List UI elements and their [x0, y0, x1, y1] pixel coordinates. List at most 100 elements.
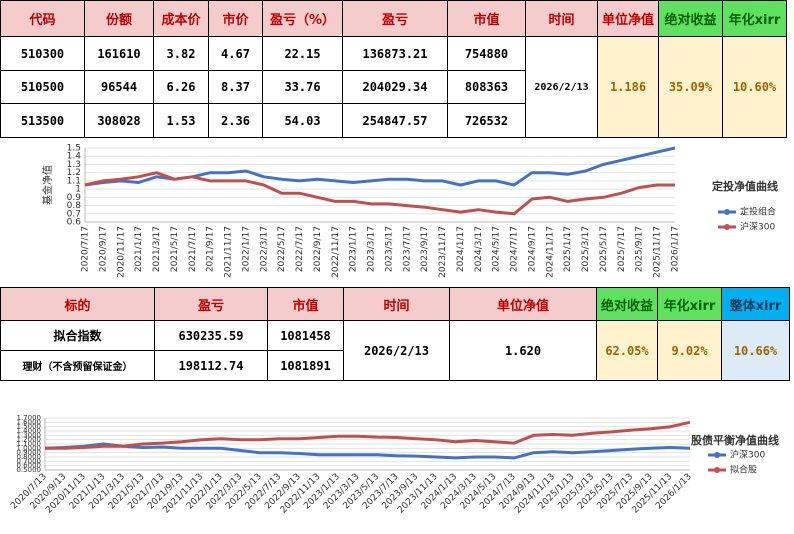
header-cell: 市值	[447, 0, 526, 37]
y-tick-label: 1.1000	[17, 440, 42, 448]
legend-label: 沪深300	[740, 221, 775, 233]
y-tick-label: 1	[75, 185, 81, 195]
cell: 拟合指数	[0, 320, 155, 351]
x-tick-label: 2026/1/17	[671, 226, 681, 272]
summary-table: 代码 份额 成本价 市价 盈亏（%） 盈亏 市值 时间 单位净值 绝对收益 年化xirr 51030…	[0, 0, 787, 138]
cell: 22.15	[262, 36, 343, 71]
x-tick-label: 2024/11/17	[545, 226, 555, 278]
x-tick-label: 2023/3/17	[367, 226, 377, 272]
tr: 510500 96544 6.26 8.37 33.76 204029.34 808363	[0, 70, 787, 104]
header-cell: 年化xirr	[722, 0, 787, 37]
y-tick-label: 0.8	[67, 201, 82, 211]
cell: 35.09%	[658, 36, 723, 138]
header-cell: 绝对收益	[596, 287, 658, 321]
x-tick-label: 2024/3/17	[474, 226, 484, 272]
x-tick-label: 2020/7/17	[81, 226, 91, 272]
legend-marker	[714, 452, 720, 458]
tr: 510300 161610 3.82 4.67 22.15 136873.21 754880…	[0, 36, 787, 138]
x-tick-label: 2024/5/17	[492, 226, 502, 272]
y-tick-label: 0.6000	[17, 462, 42, 470]
cell: 54.03	[262, 103, 343, 138]
x-tick-label: 2025/7/17	[617, 226, 627, 272]
y-tick-label: 1.2	[67, 168, 81, 178]
x-tick-label: 2023/5/17	[384, 226, 394, 272]
x-tick-label: 2025/3/17	[581, 226, 591, 272]
x-tick-label: 2024/7/17	[510, 226, 520, 272]
y-tick-label: 1.1	[67, 176, 81, 186]
chart-nav: 0.60.70.80.911.11.21.31.41.5 2020/7/17 202…	[41, 144, 778, 278]
header-cell: 绝对收益	[658, 0, 723, 37]
header-cell: 年化xirr	[657, 287, 722, 321]
header-cell: 成本价	[153, 0, 209, 37]
x-tick-label: 2025/5/17	[599, 226, 609, 272]
legend-marker	[714, 467, 720, 473]
cell: 204029.34	[342, 70, 448, 104]
legend-label: 沪深300	[730, 449, 765, 461]
cell: 198112.74	[154, 350, 268, 381]
cell: 161610	[84, 36, 154, 71]
cell: 2.36	[208, 103, 263, 138]
header-cell: 盈亏	[342, 0, 448, 37]
x-tick-label: 2023/11/17	[438, 226, 448, 278]
tr: 513500 308028 1.53 2.36 54.03 254847.57 726532	[0, 103, 787, 138]
cell: 9.02%	[657, 320, 722, 381]
tr: 拟合指数 630235.59 1081458 2026/2/13 1.620 62.05…	[0, 320, 790, 381]
legend-label: 拟合股	[730, 464, 757, 476]
cell: 2026/2/13	[343, 320, 450, 381]
cell: 理财（不含预留保证金）	[0, 350, 155, 381]
x-tick-label: 2021/7/17	[188, 226, 198, 272]
header-cell: 代码	[0, 0, 85, 37]
y-tick-label: 0.6	[67, 218, 82, 228]
series-line	[84, 171, 675, 216]
chart-title: 定投净值曲线	[712, 179, 778, 193]
y-tick-label: 1.0000	[17, 444, 42, 452]
cell: 254847.57	[342, 103, 448, 138]
x-tick-label: 2022/3/17	[259, 226, 269, 272]
cell: 8.37	[208, 70, 263, 104]
y-tick-label: 1.5	[67, 144, 81, 154]
cell: 808363	[447, 70, 526, 104]
header-cell: 盈亏	[154, 287, 268, 321]
y-tick-label: 1.5000	[17, 423, 42, 431]
cell: 308028	[84, 103, 154, 138]
chart-balance: 0.50000.60000.70000.80000.90001.00001.10…	[9, 414, 779, 516]
x-tick-label: 2023/1/17	[349, 226, 359, 272]
cell: 1.186	[597, 36, 659, 138]
y-tick-label: 1.2000	[17, 436, 42, 444]
header-cell: 盈亏（%）	[262, 0, 343, 37]
y-tick-label: 0.9	[67, 193, 82, 203]
x-tick-label: 2023/9/17	[420, 226, 430, 272]
header-cell: 市值	[267, 287, 344, 321]
y-axis-title: 基金净值	[41, 165, 54, 205]
header-cell: 份额	[84, 0, 154, 37]
y-tick-label: 1.6000	[17, 418, 42, 426]
x-tick-label: 2022/5/17	[277, 226, 287, 272]
cell: 4.67	[208, 36, 263, 71]
x-tick-label: 2024/9/17	[527, 226, 537, 272]
x-tick-label: 2020/11/17	[116, 226, 126, 278]
cell: 10.60%	[722, 36, 787, 138]
x-tick-label: 2021/9/17	[206, 226, 216, 272]
y-tick-label: 1.4000	[17, 427, 42, 435]
header-cell: 时间	[343, 287, 450, 321]
x-tick-label: 2022/11/17	[331, 226, 341, 278]
legend-marker	[724, 209, 730, 215]
x-tick-label: 2021/3/17	[152, 226, 162, 272]
x-tick-label: 2023/7/17	[402, 226, 412, 272]
cell: 3.82	[153, 36, 209, 71]
header-cell: 市价	[208, 0, 263, 37]
x-tick-label: 2022/7/17	[295, 226, 305, 272]
x-tick-label: 2020/9/17	[98, 226, 108, 272]
portfolio-table: 标的 盈亏 市值 时间 单位净值 绝对收益 年化xirr 整体xirr 拟合指数 630235.…	[0, 287, 790, 381]
cell: 510500	[0, 70, 85, 104]
header-cell: 单位净值	[449, 287, 597, 321]
y-tick-label: 1.3	[67, 160, 81, 170]
cell: 1081458	[267, 320, 344, 351]
cell: 6.26	[153, 70, 209, 104]
legend-marker	[724, 224, 730, 230]
cell: 513500	[0, 103, 85, 138]
cell: 136873.21	[342, 36, 448, 71]
y-tick-label: 1.3000	[17, 431, 42, 439]
